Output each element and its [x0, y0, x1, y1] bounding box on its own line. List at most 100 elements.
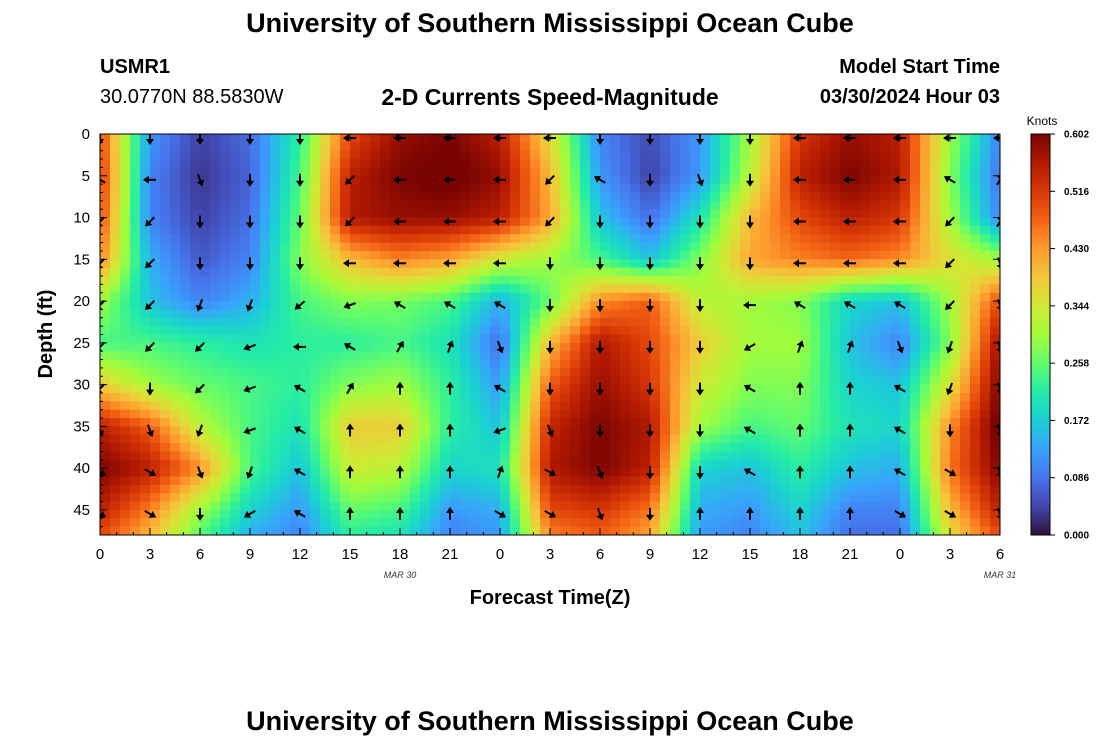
- heatmap-cell: [650, 284, 661, 294]
- heatmap-cell: [730, 476, 741, 486]
- heatmap-cell: [730, 484, 741, 494]
- heatmap-cell: [490, 234, 501, 244]
- heatmap-cell: [220, 200, 231, 210]
- heatmap-cell: [360, 334, 371, 344]
- heatmap-cell: [510, 259, 521, 269]
- current-vector-arrow: [743, 468, 756, 477]
- heatmap-cell: [130, 134, 141, 143]
- heatmap-cell: [340, 518, 351, 528]
- heatmap-cell: [900, 384, 911, 394]
- heatmap-cell: [290, 459, 301, 469]
- heatmap-cell: [680, 418, 691, 427]
- heatmap-cell: [610, 309, 621, 319]
- heatmap-cell: [160, 250, 171, 260]
- heatmap-cell: [620, 309, 631, 319]
- heatmap-cell: [680, 150, 691, 160]
- heatmap-cell: [970, 418, 981, 427]
- heatmap-cell: [110, 468, 121, 478]
- heatmap-cell: [570, 509, 581, 519]
- heatmap-cell: [960, 526, 971, 535]
- heatmap-cell: [510, 334, 521, 344]
- heatmap-cell: [250, 443, 261, 453]
- heatmap-cell: [880, 167, 891, 177]
- heatmap-cell: [410, 359, 421, 369]
- heatmap-cell: [710, 334, 721, 344]
- heatmap-cell: [740, 184, 751, 194]
- heatmap-cell: [710, 167, 721, 177]
- heatmap-cell: [180, 209, 191, 219]
- heatmap-cell: [230, 484, 241, 494]
- heatmap-cell: [150, 242, 161, 252]
- heatmap-cell: [540, 192, 551, 202]
- heatmap-cell: [360, 142, 371, 152]
- heatmap-cell: [810, 184, 821, 194]
- heatmap-cell: [510, 209, 521, 219]
- heatmap-cell: [850, 434, 861, 444]
- heatmap-cell: [520, 184, 531, 194]
- current-vector-arrow: [843, 134, 856, 142]
- heatmap-cell: [460, 443, 471, 453]
- heatmap-cell: [570, 493, 581, 503]
- heatmap-cell: [790, 250, 801, 260]
- heatmap-cell: [700, 459, 711, 469]
- heatmap-cell: [690, 367, 701, 377]
- heatmap-cell: [770, 142, 781, 152]
- heatmap-cell: [450, 493, 461, 503]
- heatmap-cell: [690, 518, 701, 528]
- heatmap-cell: [720, 484, 731, 494]
- heatmap-cell: [530, 418, 541, 427]
- heatmap-cell: [950, 384, 961, 394]
- heatmap-cell: [400, 359, 411, 369]
- heatmap-cell: [580, 468, 591, 478]
- heatmap-cell: [320, 509, 331, 519]
- heatmap-cell: [990, 434, 1000, 444]
- heatmap-cell: [980, 284, 991, 294]
- heatmap-cell: [580, 200, 591, 210]
- heatmap-cell: [390, 150, 401, 160]
- heatmap-cell: [240, 376, 251, 386]
- heatmap-cell: [960, 367, 971, 377]
- heatmap-cell: [290, 526, 301, 535]
- heatmap-cell: [450, 150, 461, 160]
- heatmap-cell: [130, 484, 141, 494]
- heatmap-cell: [660, 192, 671, 202]
- heatmap-cell: [470, 351, 481, 361]
- heatmap-cell: [730, 309, 741, 319]
- current-vector-arrow: [493, 259, 506, 268]
- heatmap-cell: [660, 451, 671, 461]
- heatmap-cell: [640, 509, 651, 519]
- heatmap-cell: [800, 200, 811, 210]
- heatmap-cell: [960, 409, 971, 419]
- heatmap-cell: [830, 392, 841, 402]
- heatmap-cell: [830, 284, 841, 294]
- heatmap-cell: [310, 401, 321, 411]
- heatmap-cell: [500, 351, 511, 361]
- heatmap-cell: [710, 409, 721, 419]
- heatmap-cell: [630, 159, 641, 169]
- heatmap-cell: [630, 409, 641, 419]
- heatmap-cell: [490, 342, 501, 352]
- heatmap-cell: [500, 434, 511, 444]
- heatmap-cell: [190, 167, 201, 177]
- heatmap-cell: [400, 468, 411, 478]
- heatmap-cell: [700, 142, 711, 152]
- heatmap-cell: [750, 401, 761, 411]
- heatmap-cell: [790, 359, 801, 369]
- heatmap-cell: [520, 234, 531, 244]
- heatmap-cell: [230, 384, 241, 394]
- heatmap-cell: [600, 217, 611, 227]
- heatmap-cell: [490, 526, 501, 535]
- heatmap-cell: [980, 209, 991, 219]
- heatmap-cell: [720, 242, 731, 252]
- heatmap-cell: [380, 401, 391, 411]
- heatmap-cell: [190, 209, 201, 219]
- heatmap-cell: [620, 267, 631, 277]
- heatmap-cell: [340, 392, 351, 402]
- y-tick-label: 10: [73, 210, 90, 227]
- heatmap-cell: [210, 501, 221, 511]
- heatmap-cell: [390, 451, 401, 461]
- heatmap-cell: [150, 192, 161, 202]
- heatmap-cell: [120, 468, 131, 478]
- heatmap-cell: [250, 334, 261, 344]
- heatmap-cell: [450, 367, 461, 377]
